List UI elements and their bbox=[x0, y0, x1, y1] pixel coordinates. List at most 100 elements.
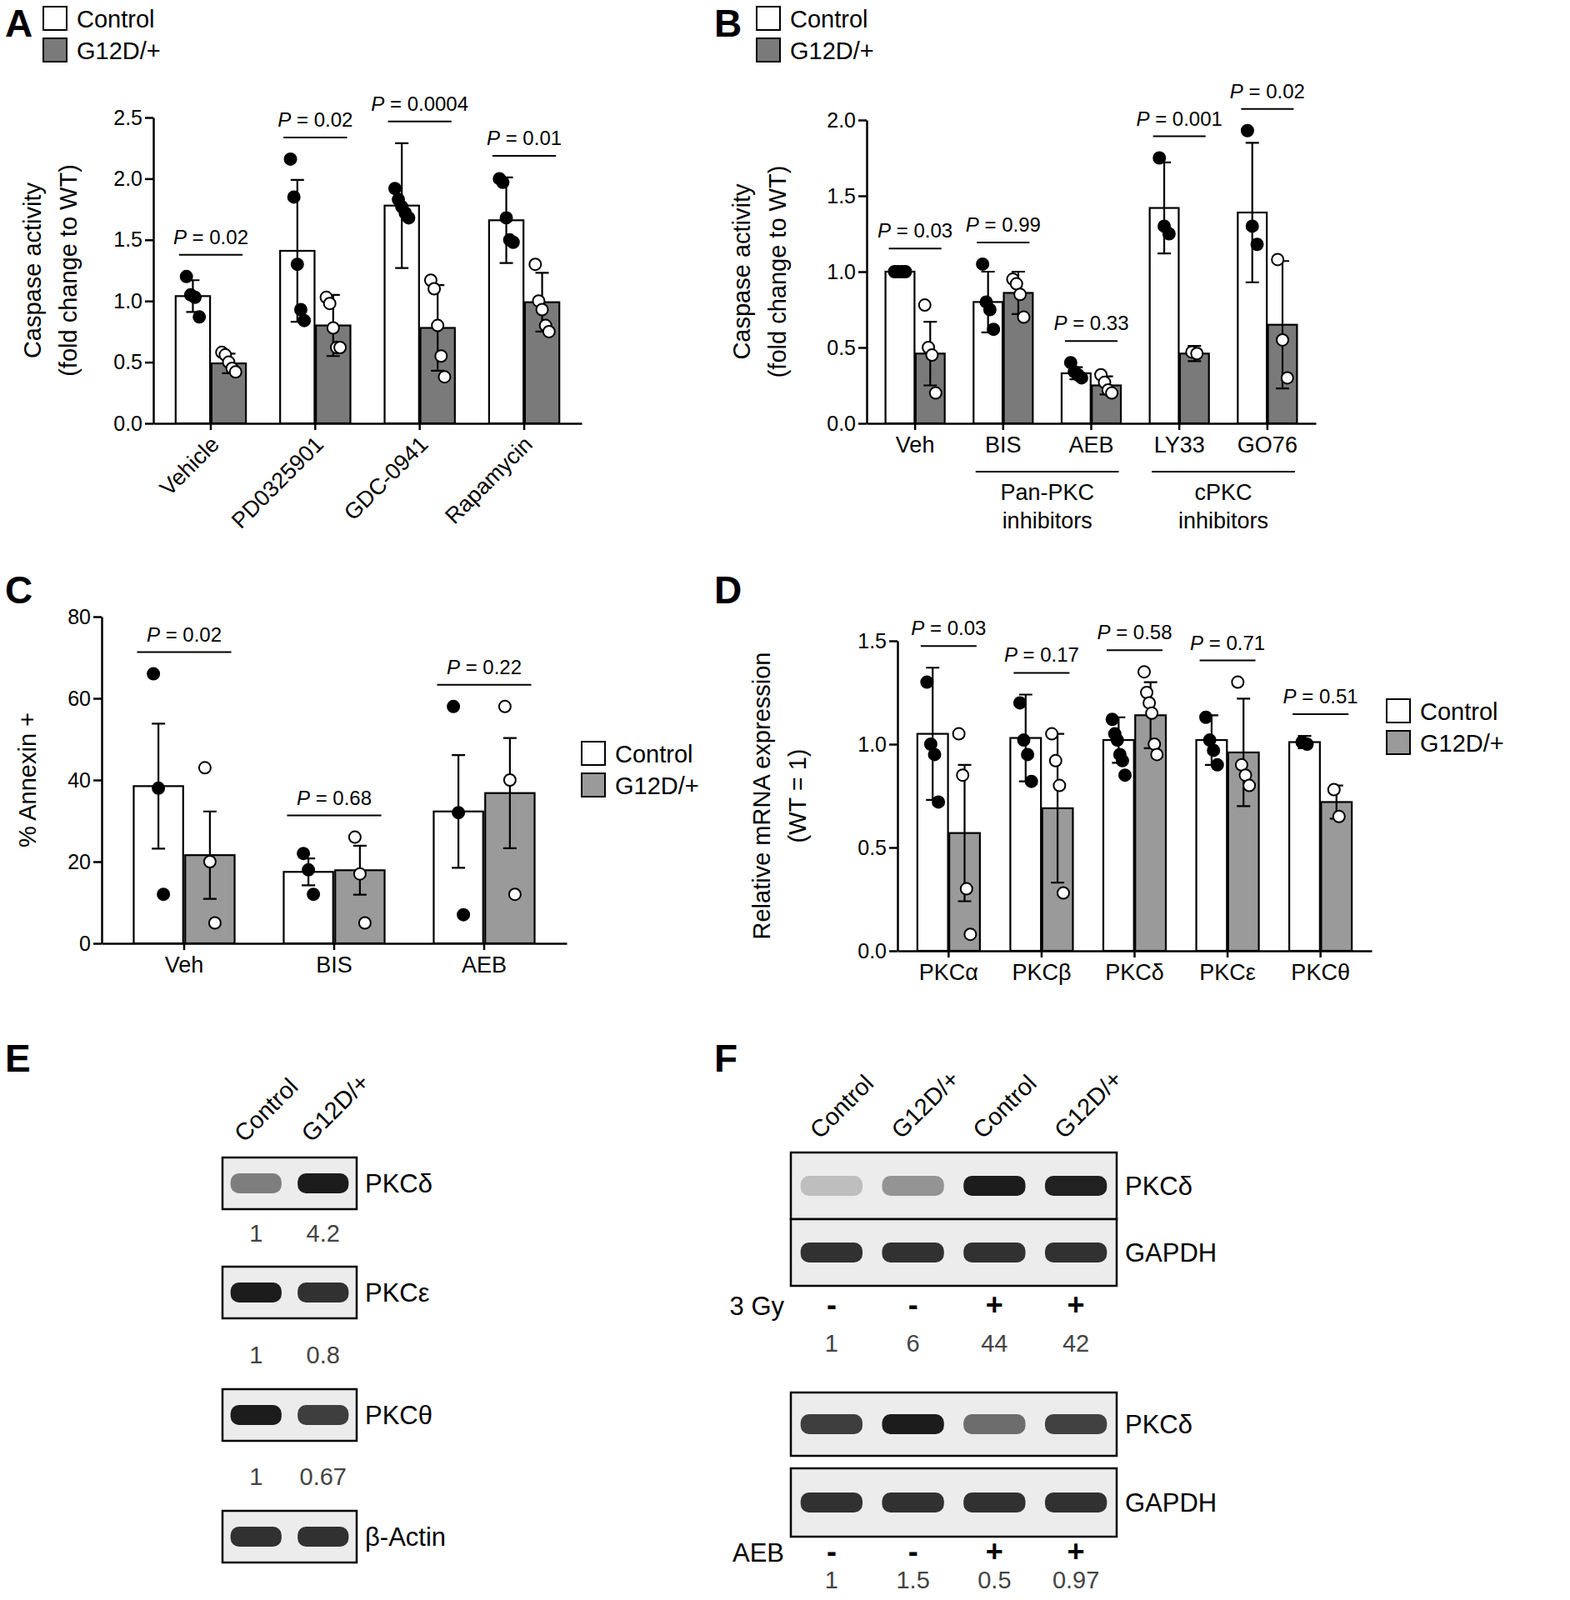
data-point bbox=[1276, 334, 1289, 346]
tick-label: PKCε bbox=[1199, 960, 1256, 985]
tick-mark bbox=[93, 942, 102, 945]
tick: PKCθ bbox=[1290, 950, 1350, 985]
data-point bbox=[180, 270, 193, 283]
error-bar bbox=[1245, 142, 1260, 282]
tick: 0.5 bbox=[113, 350, 154, 374]
group-bracket bbox=[975, 470, 1120, 473]
panel-letter: F bbox=[714, 1036, 738, 1080]
tick: GDC-0941 bbox=[339, 423, 433, 525]
group-label: cPKCinhibitors bbox=[1178, 480, 1269, 534]
significance-line bbox=[283, 136, 347, 139]
tick: PKCδ bbox=[1105, 950, 1165, 985]
tick-label: 1.5 bbox=[113, 227, 143, 251]
tick-mark bbox=[1133, 950, 1136, 958]
tick-mark bbox=[210, 423, 213, 430]
data-point bbox=[529, 258, 541, 270]
tick-label: PKCδ bbox=[1105, 960, 1165, 985]
tick: BIS bbox=[985, 423, 1022, 458]
band bbox=[881, 1242, 944, 1263]
data-point bbox=[543, 325, 555, 338]
legend-swatch bbox=[43, 38, 67, 62]
tick: BIS bbox=[315, 943, 353, 978]
data-point bbox=[1050, 755, 1062, 767]
band bbox=[963, 1175, 1025, 1196]
tick-label: 80 bbox=[67, 605, 91, 629]
band bbox=[230, 1282, 282, 1303]
significance-line bbox=[976, 241, 1030, 244]
tick: Veh bbox=[165, 943, 205, 978]
group-bracket bbox=[1151, 470, 1295, 473]
p-value: P = 0.02 bbox=[173, 225, 249, 249]
blot-frame bbox=[790, 1392, 1117, 1456]
tick-label: 0.0 bbox=[826, 411, 856, 435]
band-quantification: 0.8 bbox=[306, 1341, 340, 1369]
data-point bbox=[334, 341, 346, 354]
data-point bbox=[230, 365, 242, 378]
tick: AEB bbox=[1068, 423, 1114, 458]
row-label: GAPDH bbox=[1125, 1238, 1217, 1268]
error-bar bbox=[503, 738, 517, 849]
panel-c: C020406080VehBISAEB% Annexin +P = 0.02P … bbox=[5, 568, 700, 978]
tick-label: 60 bbox=[67, 686, 91, 710]
tick-label: 2.0 bbox=[113, 166, 143, 190]
data-point bbox=[976, 258, 989, 270]
data-point bbox=[1271, 253, 1284, 265]
tick: 80 bbox=[67, 605, 102, 629]
tick: 20 bbox=[67, 850, 102, 874]
tick: 2.0 bbox=[826, 108, 867, 132]
data-point bbox=[209, 917, 221, 930]
p-value: P = 0.02 bbox=[277, 108, 353, 131]
tick-label: GDC-0941 bbox=[339, 431, 433, 525]
row-label: β-Actin bbox=[365, 1522, 446, 1552]
legend-label: Control bbox=[76, 5, 155, 33]
data-point bbox=[389, 182, 401, 195]
data-point bbox=[147, 668, 160, 680]
data-point bbox=[204, 855, 216, 868]
p-value: P = 0.03 bbox=[910, 616, 986, 640]
tick-label: 0.5 bbox=[113, 350, 143, 374]
data-point bbox=[900, 265, 912, 278]
tick: 2.5 bbox=[113, 105, 154, 130]
treatment-sign: + bbox=[1067, 1287, 1085, 1322]
tick-label: LY33 bbox=[1154, 432, 1205, 458]
data-point bbox=[1025, 775, 1038, 788]
data-point bbox=[452, 806, 465, 819]
p-value: P = 0.58 bbox=[1096, 620, 1172, 644]
tick-label: 40 bbox=[67, 768, 91, 792]
band-quantification: 1 bbox=[249, 1341, 263, 1369]
lane-label: G12D/+ bbox=[885, 1065, 965, 1144]
tick-mark bbox=[858, 119, 867, 122]
significance-line bbox=[920, 645, 977, 647]
data-point bbox=[504, 774, 516, 786]
data-point bbox=[1200, 711, 1212, 724]
band bbox=[230, 1405, 282, 1425]
blot-frame bbox=[790, 1468, 1117, 1537]
bar bbox=[1268, 325, 1298, 424]
data-point bbox=[1231, 676, 1244, 689]
tick-label: 0.0 bbox=[113, 411, 143, 435]
tick-mark bbox=[483, 943, 486, 950]
data-point bbox=[1145, 707, 1158, 720]
significance-line bbox=[1292, 713, 1349, 715]
data-point bbox=[1153, 152, 1165, 165]
p-value: P = 0.02 bbox=[1230, 80, 1305, 103]
bar bbox=[1289, 742, 1320, 951]
series bbox=[175, 143, 524, 424]
tick-mark bbox=[858, 195, 867, 198]
legend-swatch bbox=[756, 38, 780, 62]
treatment-label: AEB bbox=[732, 1538, 785, 1568]
data-point bbox=[402, 211, 415, 224]
tick-label: AEB bbox=[461, 952, 507, 978]
error-bar bbox=[451, 755, 465, 868]
panel-d: D0.00.51.01.5PKCαPKCβPKCδPKCεPKCθRelativ… bbox=[714, 568, 1505, 985]
blot-frame bbox=[790, 1152, 1117, 1220]
lane-label: Control bbox=[229, 1073, 304, 1148]
data-point bbox=[1045, 728, 1058, 740]
data-point bbox=[925, 349, 938, 361]
error-bar bbox=[151, 723, 165, 849]
tick-mark bbox=[947, 950, 950, 958]
data-point bbox=[1241, 125, 1254, 137]
y-axis: 0.00.51.01.5 bbox=[857, 629, 898, 963]
bar bbox=[1091, 385, 1121, 425]
panel-a: A0.00.51.01.52.02.5VehiclePD0325901GDC-0… bbox=[5, 1, 583, 534]
